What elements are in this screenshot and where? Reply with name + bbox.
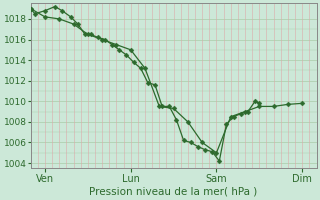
X-axis label: Pression niveau de la mer( hPa ): Pression niveau de la mer( hPa ): [90, 187, 258, 197]
